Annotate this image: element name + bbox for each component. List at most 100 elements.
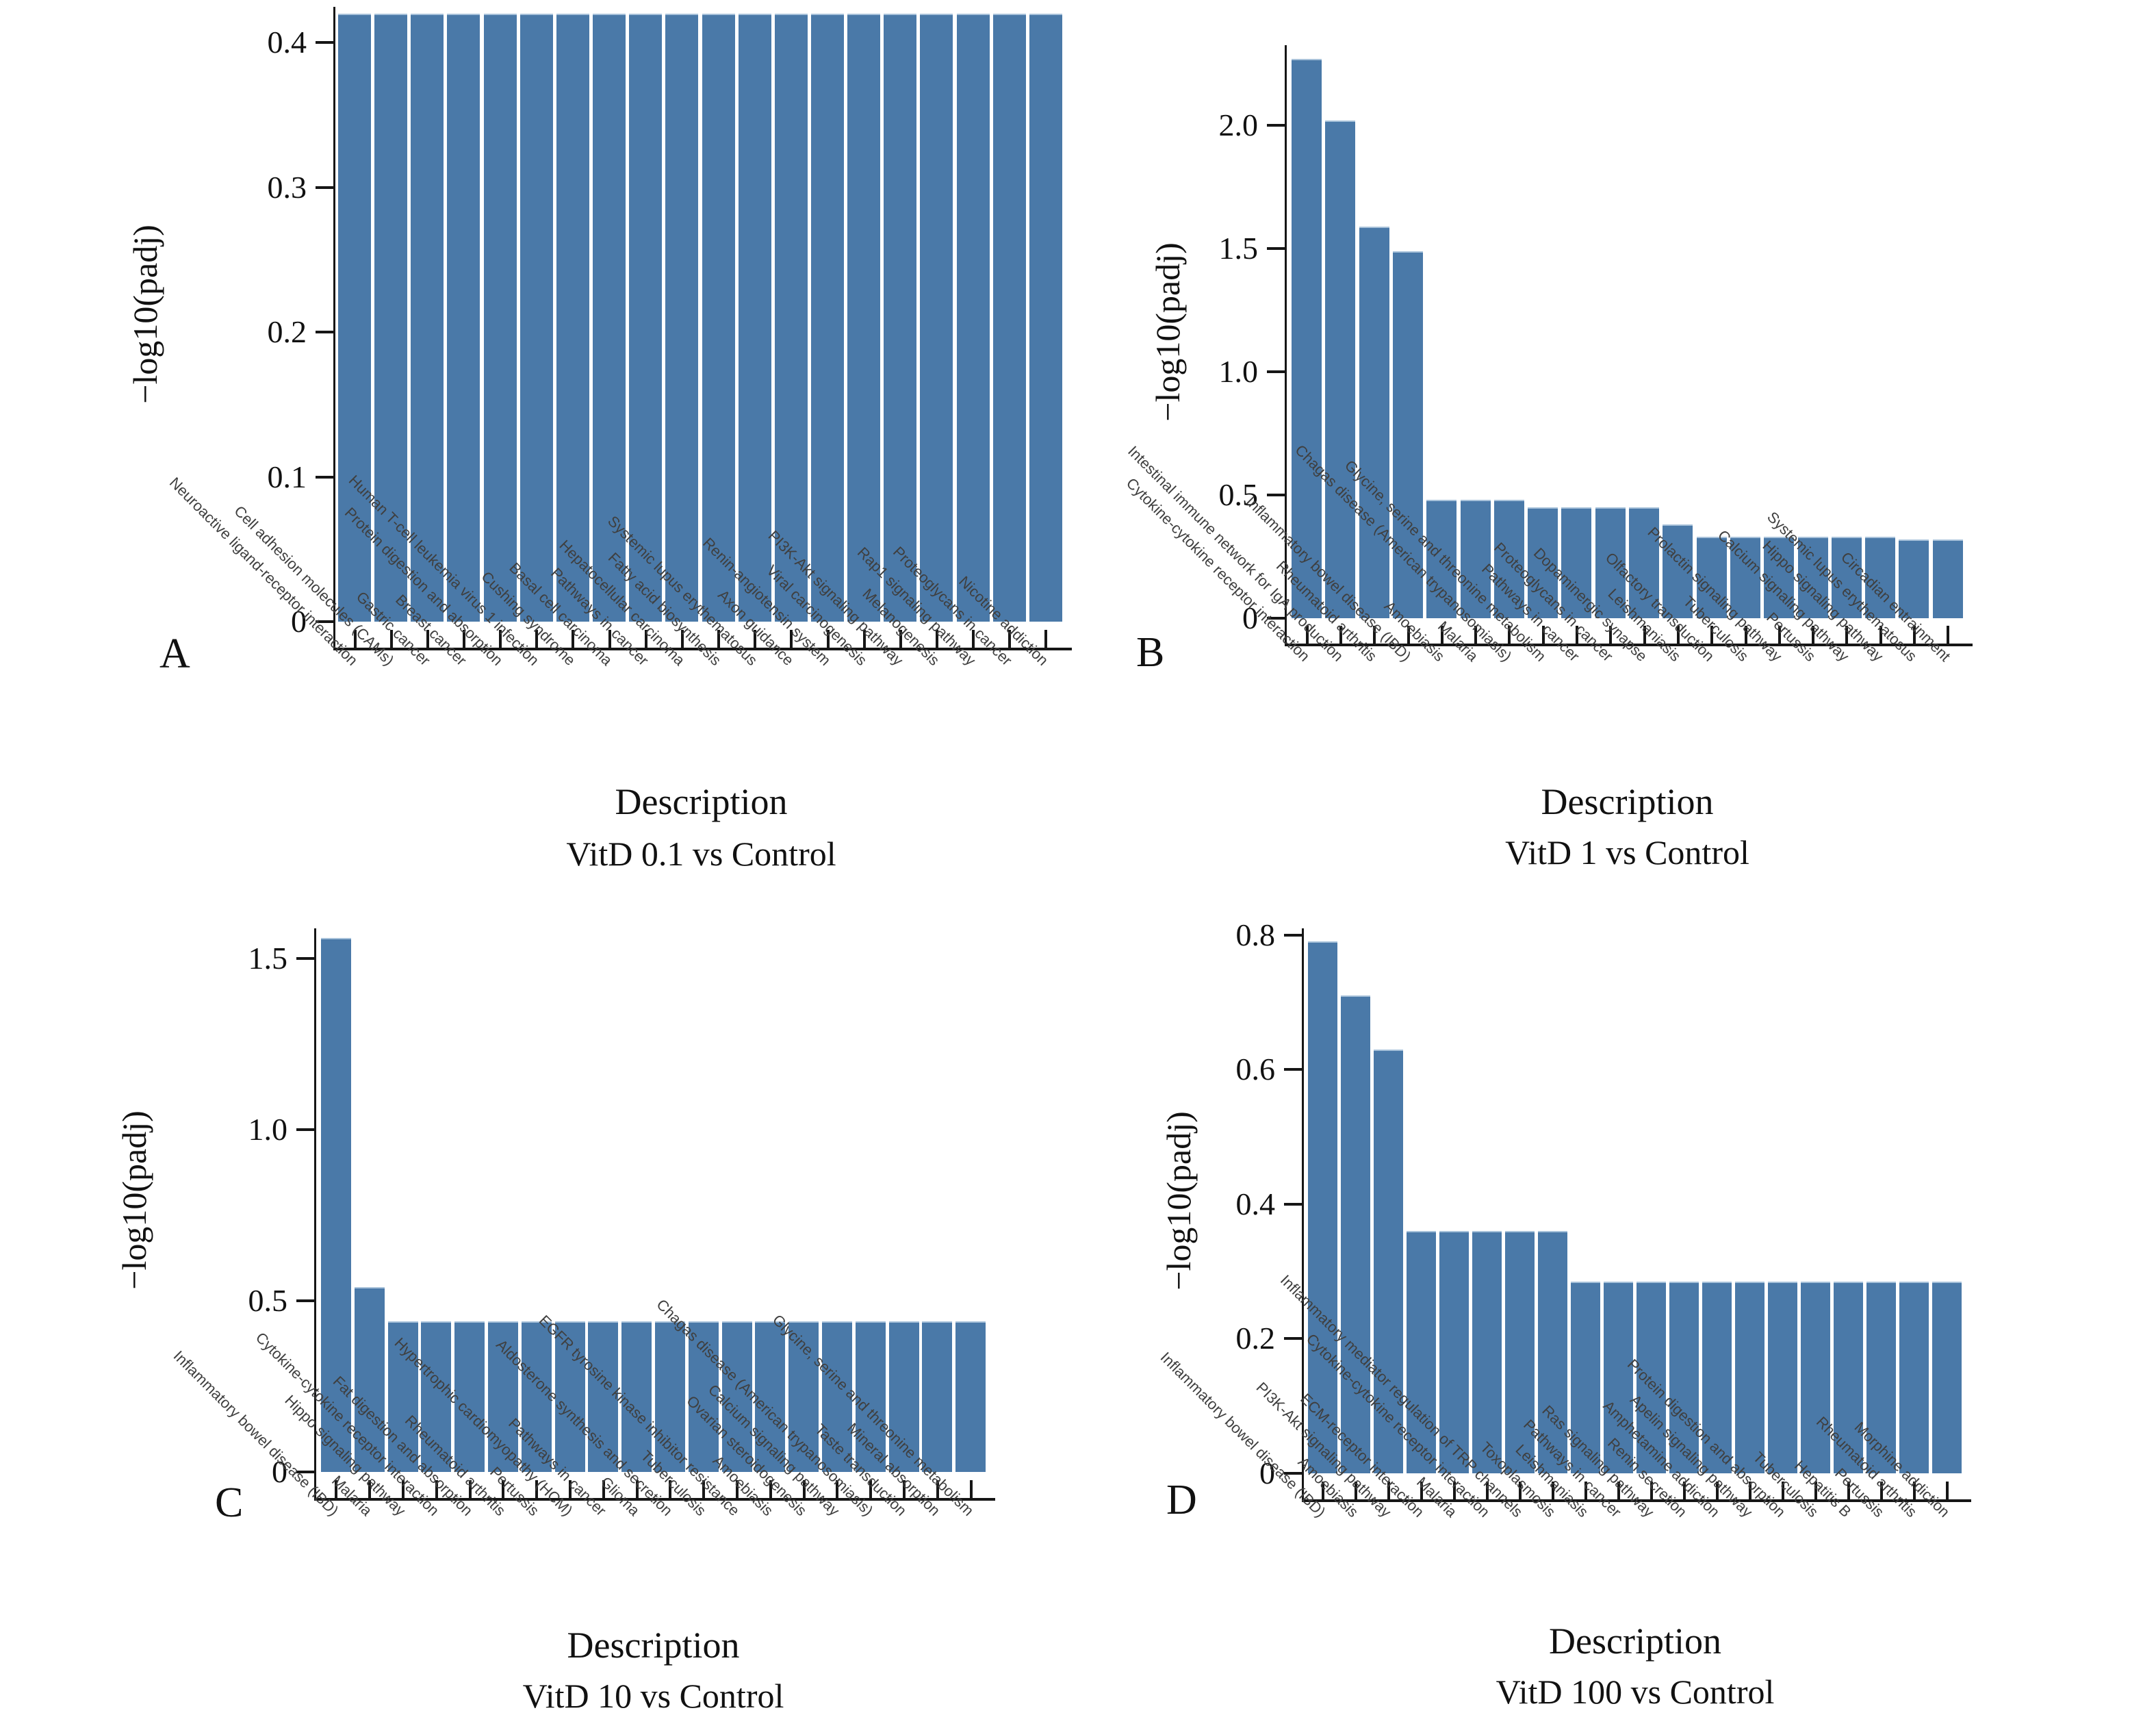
bar-d-20: [1932, 1282, 1962, 1473]
x-tick-mark: [1519, 1482, 1522, 1499]
y-tick-mark: [1284, 1472, 1302, 1475]
comparison-subtitle: VitD 10 vs Control: [522, 1677, 784, 1715]
x-tick-mark: [1947, 626, 1949, 644]
x-tick-mark: [1643, 626, 1646, 644]
bar-c-13: [722, 1321, 752, 1472]
bar-b-3: [1359, 227, 1389, 618]
x-tick-mark: [1913, 1482, 1916, 1499]
bar-c-1: [321, 938, 351, 1472]
x-tick-mark: [903, 1480, 906, 1498]
x-tick-mark: [1306, 626, 1309, 644]
x-tick-mark: [803, 1480, 806, 1498]
bar-c-5: [454, 1321, 485, 1472]
bar-b-13: [1697, 537, 1727, 618]
y-tick-label: 1.0: [1218, 354, 1259, 389]
y-axis-spine: [333, 7, 335, 650]
x-tick-mark: [754, 630, 756, 648]
y-tick-label: 0.6: [1235, 1052, 1276, 1087]
x-tick-mark: [426, 630, 429, 648]
y-tick-mark: [316, 41, 333, 44]
x-tick-mark: [1486, 1482, 1489, 1499]
y-tick-mark: [316, 476, 333, 479]
y-tick-label: 0.5: [248, 1283, 288, 1318]
x-tick-mark: [435, 1480, 438, 1498]
comparison-subtitle: VitD 0.1 vs Control: [566, 835, 836, 873]
bar-d-7: [1505, 1231, 1535, 1473]
bar-d-5: [1439, 1231, 1469, 1473]
x-tick-mark: [390, 630, 393, 648]
bar-b-5: [1426, 500, 1456, 618]
x-tick-mark: [936, 630, 938, 648]
bar-d-10: [1604, 1282, 1633, 1473]
bar-d-8: [1538, 1231, 1567, 1473]
bar-c-4: [421, 1321, 451, 1472]
bar-d-4: [1407, 1231, 1436, 1473]
panel-letter: A: [159, 631, 190, 677]
x-tick-mark: [463, 630, 465, 648]
y-tick-mark: [1284, 1203, 1302, 1206]
x-tick-mark: [535, 1480, 538, 1498]
y-tick-mark: [296, 1471, 314, 1473]
y-tick-label: 0.5: [1218, 477, 1259, 512]
bar-c-2: [355, 1287, 385, 1472]
bar-a-19: [993, 14, 1026, 622]
x-tick-mark: [790, 630, 793, 648]
x-tick-mark: [1650, 1482, 1653, 1499]
bar-d-6: [1472, 1231, 1502, 1473]
bar-c-11: [655, 1321, 685, 1472]
y-tick-label: 0.2: [267, 314, 307, 349]
bar-b-8: [1528, 507, 1558, 618]
x-tick-mark: [1778, 626, 1781, 644]
bar-d-13: [1702, 1282, 1732, 1473]
bar-a-11: [702, 14, 735, 622]
bar-b-14: [1730, 537, 1760, 618]
x-tick-mark: [1946, 1482, 1949, 1499]
bar-c-10: [621, 1321, 652, 1472]
x-tick-mark: [636, 1480, 639, 1498]
x-axis-spine: [1285, 644, 1973, 646]
x-tick-mark: [1387, 1482, 1390, 1499]
x-tick-mark: [869, 1480, 872, 1498]
axis-label-description: Description: [1549, 1621, 1721, 1662]
bar-d-16: [1801, 1282, 1830, 1473]
x-tick-mark: [769, 1480, 772, 1498]
bar-c-16: [822, 1321, 852, 1472]
y-tick-mark: [296, 1128, 314, 1131]
y-tick-label: 0.4: [1235, 1186, 1276, 1221]
bar-b-16: [1798, 537, 1828, 618]
y-tick-label: 1.5: [1218, 231, 1259, 266]
panel-letter: C: [215, 1479, 244, 1526]
bar-a-8: [593, 14, 626, 622]
bar-a-6: [520, 14, 553, 622]
x-tick-mark: [1552, 1482, 1554, 1499]
x-tick-mark: [717, 630, 720, 648]
bar-a-9: [629, 14, 662, 622]
bar-a-10: [665, 14, 698, 622]
bar-a-16: [884, 14, 916, 622]
bar-b-18: [1865, 537, 1895, 618]
bar-a-18: [957, 14, 990, 622]
x-tick-mark: [1812, 626, 1814, 644]
bar-d-2: [1341, 995, 1370, 1473]
y-tick-label: 0.2: [1235, 1321, 1276, 1356]
bar-d-14: [1735, 1282, 1764, 1473]
x-tick-mark: [669, 1480, 671, 1498]
y-tick-label: 0: [1242, 600, 1258, 635]
bar-a-20: [1029, 14, 1062, 622]
x-tick-mark: [970, 1480, 973, 1498]
y-tick-label: 0: [291, 604, 307, 639]
bar-c-12: [689, 1321, 719, 1472]
bar-b-20: [1933, 539, 1963, 618]
y-tick-mark: [1267, 617, 1285, 620]
bar-b-17: [1832, 537, 1862, 618]
x-tick-mark: [1617, 1482, 1620, 1499]
y-axis-spine: [314, 928, 316, 1501]
y-tick-mark: [1267, 124, 1285, 127]
bar-b-11: [1629, 507, 1659, 618]
x-tick-mark: [535, 630, 538, 648]
bar-d-17: [1834, 1282, 1863, 1473]
bar-a-1: [338, 14, 371, 622]
x-tick-mark: [608, 630, 611, 648]
